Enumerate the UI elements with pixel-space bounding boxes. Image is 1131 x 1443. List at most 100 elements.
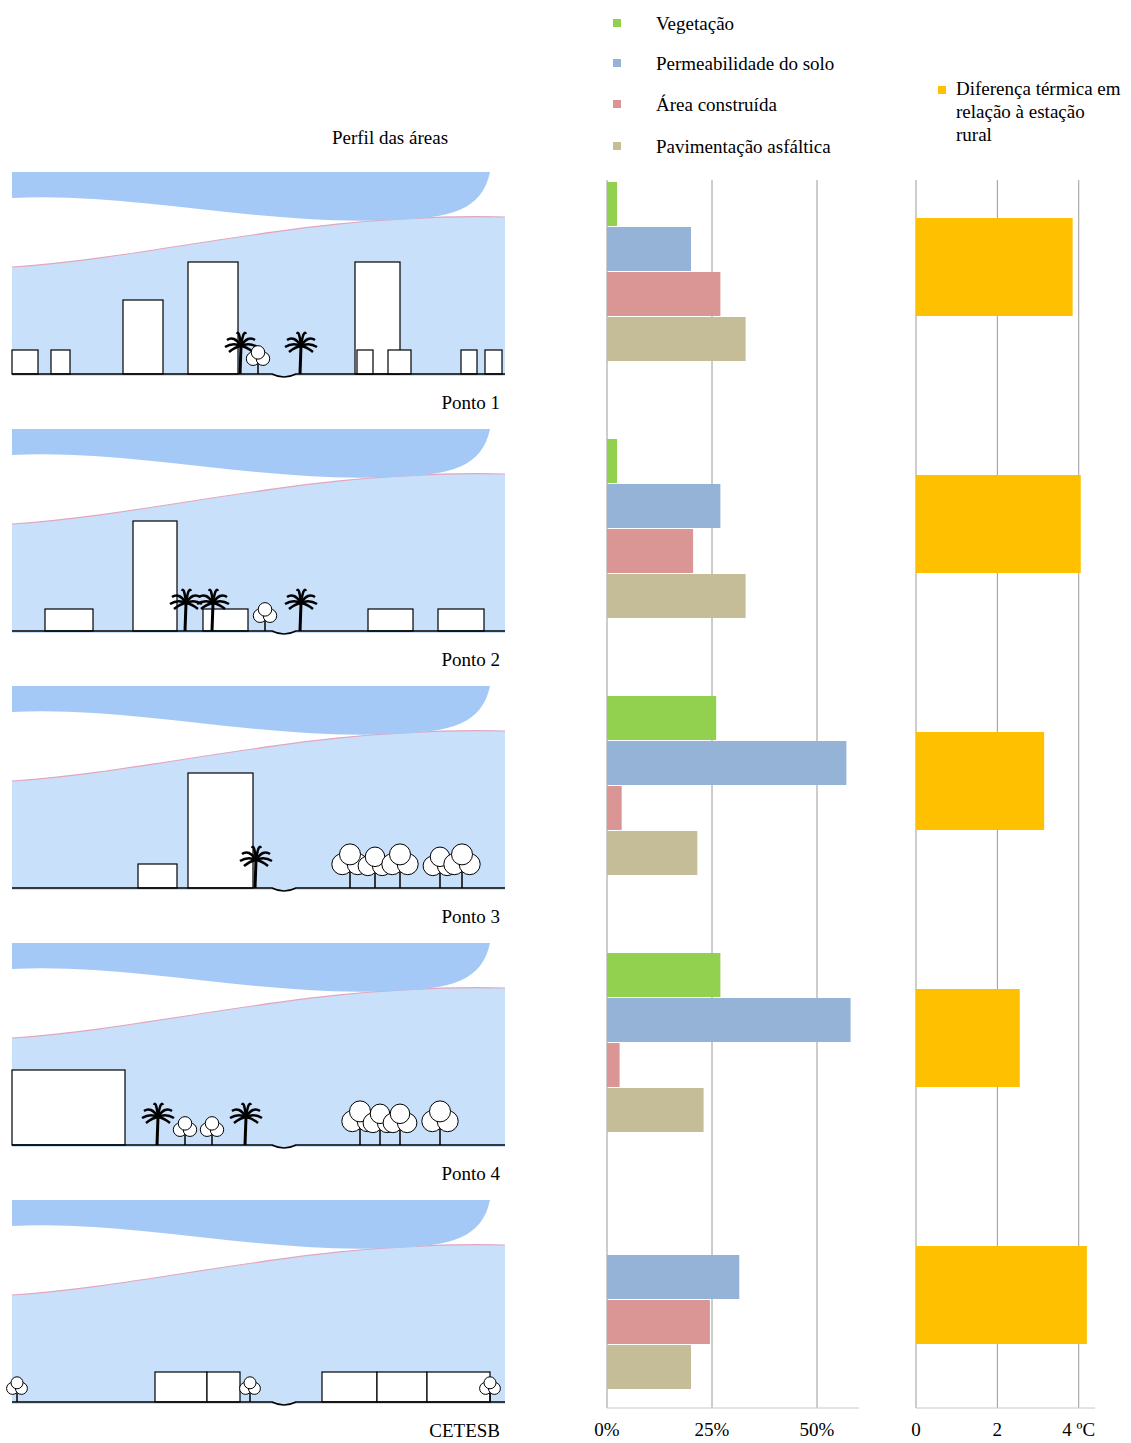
profile — [12, 686, 505, 891]
building — [133, 521, 177, 631]
legend-line: rural — [956, 124, 992, 145]
building — [51, 350, 70, 374]
bar — [607, 182, 617, 226]
profile — [7, 1200, 505, 1405]
profile-sky — [12, 172, 490, 221]
profile-band — [12, 429, 505, 524]
profile-air — [12, 943, 505, 1147]
bar — [607, 1043, 620, 1087]
tick-label: 0% — [594, 1419, 620, 1440]
tree-crown — [11, 1377, 23, 1389]
ground — [12, 888, 505, 891]
legend-swatch — [613, 19, 621, 27]
palm-frond — [256, 858, 272, 861]
grid-line — [817, 180, 818, 1408]
profile-band — [12, 686, 505, 781]
palm-trunk — [157, 1117, 158, 1145]
building — [377, 1372, 427, 1402]
profile — [12, 943, 505, 1148]
bar — [607, 484, 720, 528]
palm-frond — [289, 346, 301, 352]
palm-frond — [174, 603, 186, 609]
building — [45, 609, 93, 631]
bar — [607, 574, 746, 618]
palm-frond — [256, 860, 268, 866]
bar — [607, 1345, 691, 1389]
bars — [916, 218, 1087, 1344]
palm-frond — [246, 1115, 262, 1118]
category-label: Ponto 1 — [441, 392, 500, 413]
legend-line: Diferença térmica em — [956, 78, 1121, 99]
tree-crown — [178, 1117, 192, 1131]
building — [203, 609, 248, 631]
profile-band-edge — [12, 217, 505, 267]
tick-label: 25% — [695, 1419, 730, 1440]
tree-crown — [258, 603, 272, 617]
palm-frond — [301, 601, 317, 604]
ground — [12, 1145, 505, 1148]
legend-swatch — [613, 100, 621, 108]
bar — [916, 218, 1073, 316]
x-axis-line — [607, 1408, 859, 1409]
category-label: Ponto 2 — [441, 649, 500, 670]
tree-crown — [251, 346, 265, 360]
palm-trunk — [185, 603, 186, 631]
building — [485, 350, 502, 374]
profile-sky — [12, 686, 490, 735]
bar — [607, 741, 846, 785]
palm-frond — [158, 1115, 174, 1118]
grid-line — [712, 180, 713, 1408]
bar — [607, 1255, 739, 1299]
palm-trunk — [245, 1117, 246, 1145]
profile-air — [12, 172, 505, 376]
bar — [607, 1088, 704, 1132]
profile-air — [12, 429, 505, 633]
palm-frond — [244, 860, 256, 866]
palm-trunk — [212, 603, 213, 631]
building — [207, 1372, 240, 1402]
ground — [12, 374, 505, 377]
tick-label: 0 — [911, 1419, 921, 1440]
bar — [916, 732, 1044, 830]
bar — [607, 439, 617, 483]
profile-sky — [12, 429, 490, 478]
palm-frond — [246, 1117, 258, 1123]
legend-label: Vegetação — [656, 13, 734, 34]
palm-frond — [186, 603, 198, 609]
tick-label: 4 ºC — [1062, 1419, 1095, 1440]
bar — [916, 989, 1020, 1087]
palm-frond — [146, 1117, 158, 1123]
bar — [607, 227, 691, 271]
category-label: CETESB — [429, 1420, 500, 1441]
profile-sky — [12, 1200, 490, 1249]
tree-crown — [452, 844, 473, 865]
building — [155, 1372, 207, 1402]
profile-band-edge — [12, 731, 505, 781]
palm-frond — [301, 346, 313, 352]
building — [438, 609, 484, 631]
palm-frond — [225, 344, 241, 347]
profile — [12, 429, 505, 634]
palm-frond — [301, 603, 313, 609]
palm-frond — [285, 601, 301, 604]
palm-frond — [301, 344, 317, 347]
profile-air — [12, 1200, 505, 1404]
ground — [12, 631, 505, 634]
building — [322, 1372, 377, 1402]
building — [388, 350, 411, 374]
profile-band-edge — [12, 474, 505, 524]
profile-air — [12, 686, 505, 890]
tree-crown — [484, 1377, 496, 1389]
building — [12, 1070, 125, 1145]
legend-swatch — [613, 142, 621, 150]
bar — [607, 529, 693, 573]
palm-frond — [213, 601, 229, 604]
bar — [607, 1210, 608, 1254]
bar — [607, 831, 697, 875]
profile-band-edge — [12, 1245, 505, 1295]
legend-label: Permeabilidade do solo — [656, 53, 834, 74]
palm-trunk — [255, 860, 256, 888]
legend-label: Área construída — [656, 94, 777, 115]
profile-band-edge — [12, 988, 505, 1038]
building — [368, 609, 413, 631]
